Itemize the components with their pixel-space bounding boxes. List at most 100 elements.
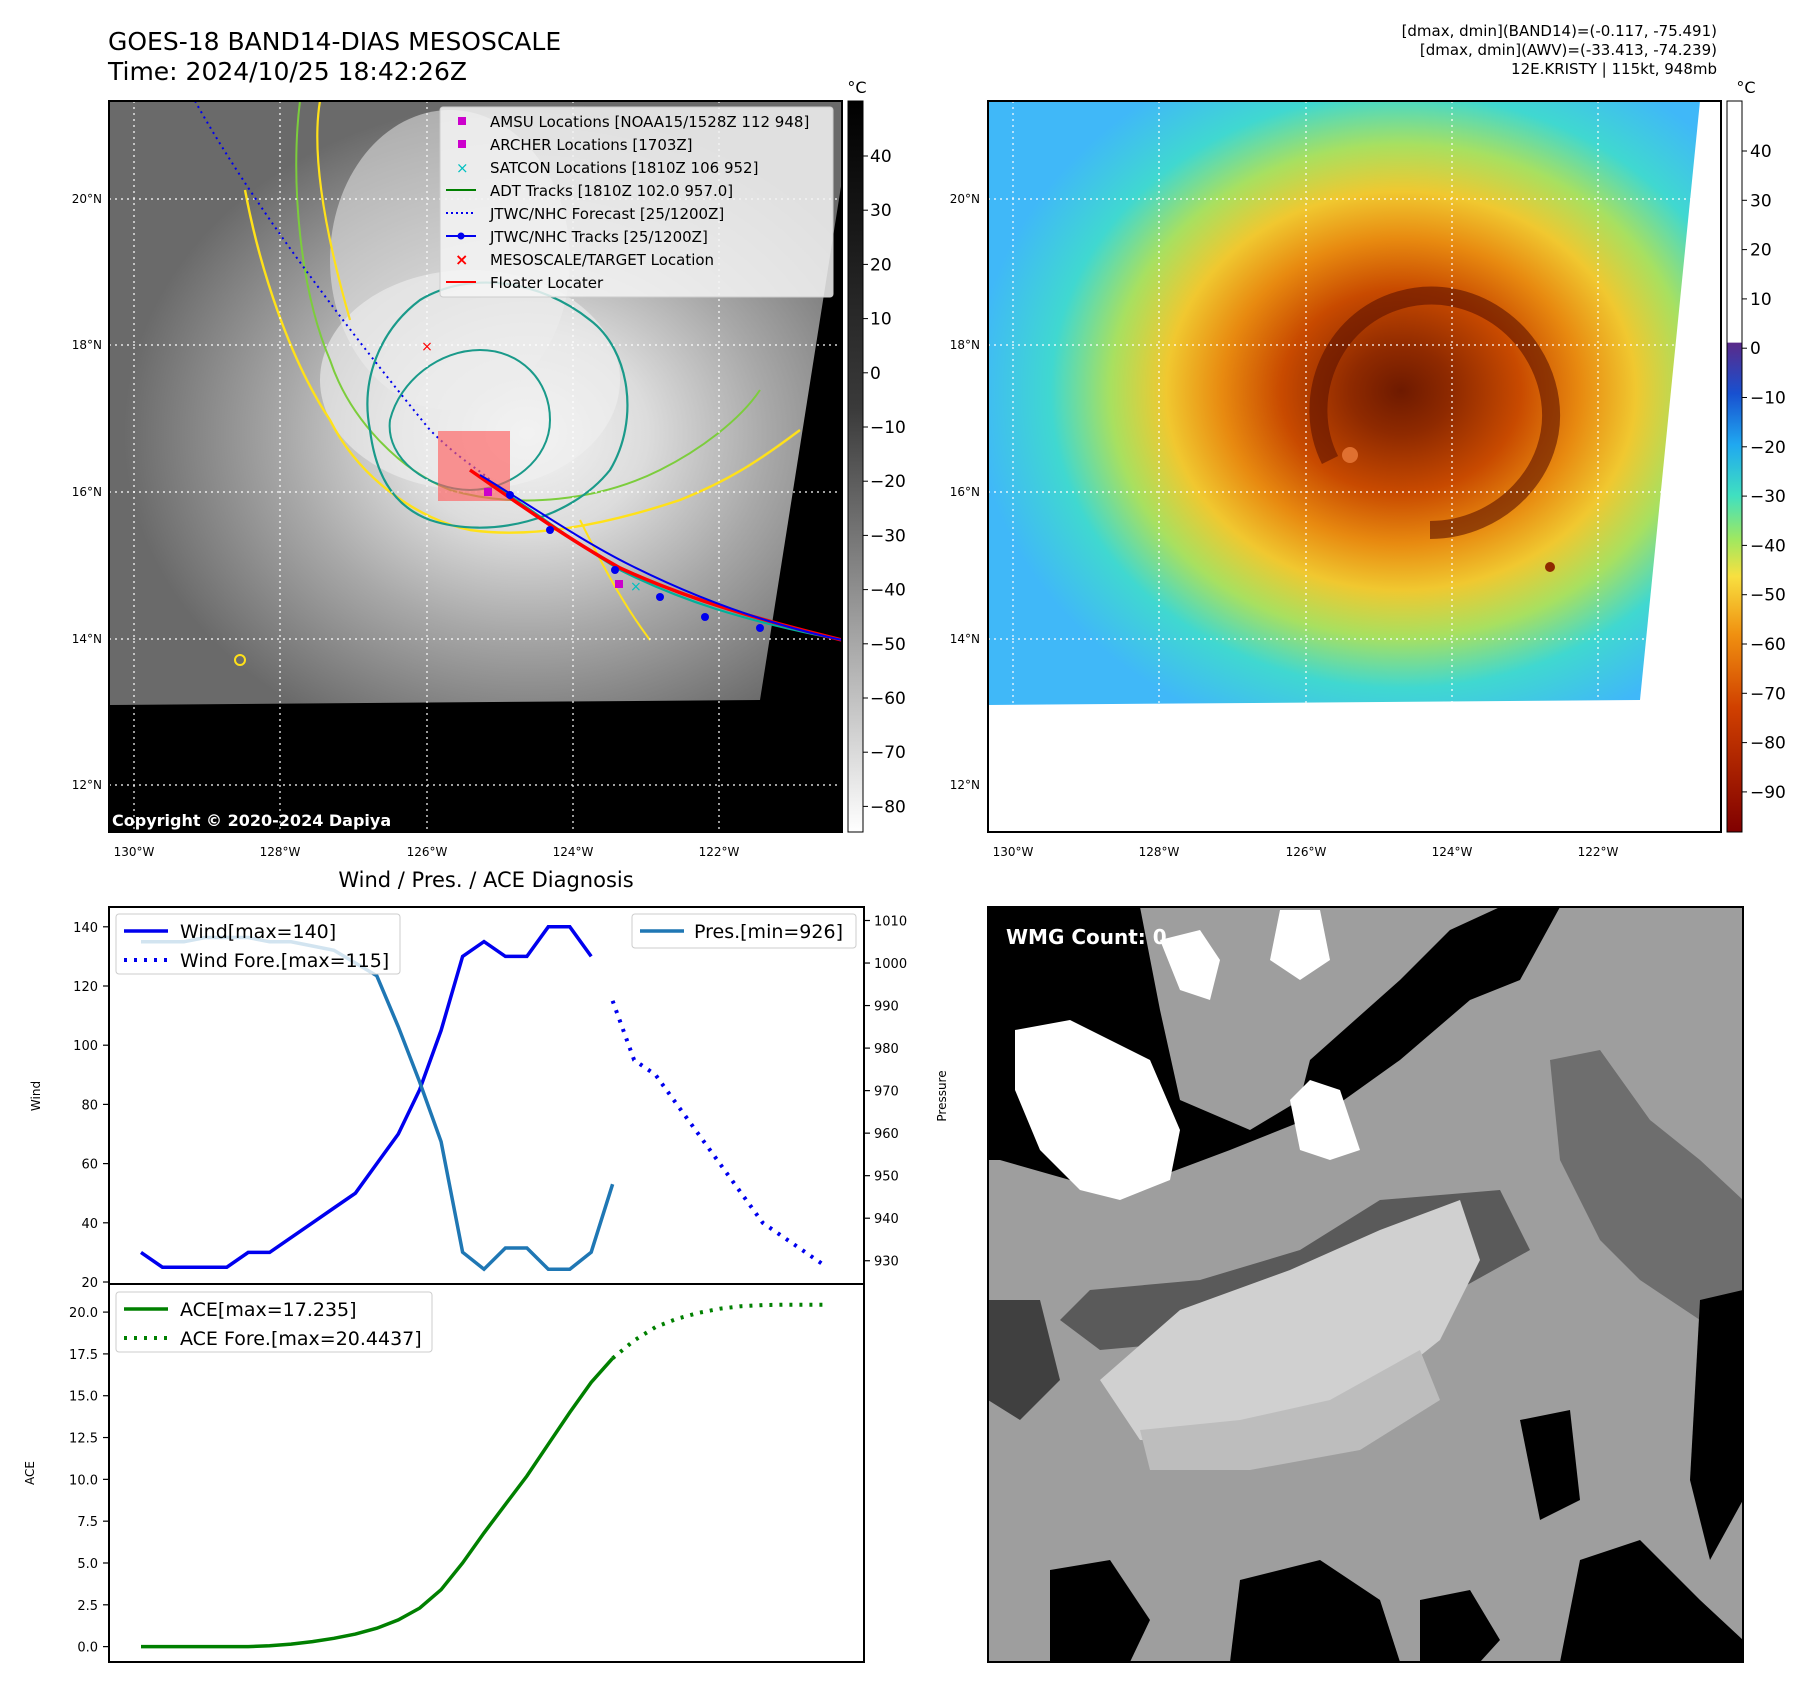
contour-teal	[366, 281, 629, 529]
pressure-tick-label: 970	[874, 1085, 899, 1100]
awv-map	[987, 100, 1722, 833]
info-line-2: [dmax, dmin](AWV)=(-33.413, -74.239)	[1419, 41, 1717, 59]
pressure-tick-label: 1010	[874, 915, 907, 930]
contour-yellow-3	[579, 519, 651, 641]
lat-tick: 16°N	[72, 485, 102, 499]
right-colorbar-ticks: 40 30 20 10 0 −10 −20 −30 −40 −50 −60 −70 −80 −90	[1742, 142, 1786, 803]
lat-tick: 14°N	[950, 632, 980, 646]
left-map-lon-ticks: 130°W 128°W 126°W 124°W 122°W	[114, 845, 740, 859]
left-colorbar: °C 40 30 20 10 0 −10 −20 −30 −40 −50 −60 −70 −80	[847, 78, 906, 833]
legend-amsu-swatch	[458, 117, 466, 125]
legend-archer: ARCHER Locations [1703Z]	[490, 136, 693, 154]
legend-tracks: JTWC/NHC Tracks [25/1200Z]	[489, 228, 708, 246]
meso-target-marker: ×	[421, 339, 433, 355]
left-colorbar-unit: °C	[847, 78, 866, 97]
awv-spiral	[1309, 286, 1561, 539]
ace-line	[141, 1357, 614, 1649]
colorbar-tick-label: −20	[870, 472, 906, 492]
colorbar-tick-label: −10	[870, 418, 906, 438]
legend-satcon-swatch: ×	[456, 159, 469, 177]
legend-tracks-dot	[457, 232, 465, 240]
colorbar-tick-label: 20	[870, 255, 892, 275]
lat-tick: 18°N	[72, 338, 102, 352]
right-colorbar: °C 40 30 20 10 0 −10 −20 −30 −40 −50 −60 −70 −80 −90	[1726, 78, 1786, 833]
nhc-track	[479, 474, 842, 641]
awv-cell	[1545, 562, 1555, 572]
colorbar-tick-label: 20	[1750, 241, 1772, 261]
wmg-panel: WMG Count: 0	[987, 906, 1744, 1663]
wind-pressure-chart: 20 40 60 80 100 120 140 930 940 950 960 970 980 990 1…	[29, 906, 949, 1291]
wind-line	[140, 925, 593, 1269]
colorbar-tick-label: −40	[870, 581, 906, 601]
lon-tick: 130°W	[993, 845, 1034, 859]
colorbar-tick-label: 10	[870, 310, 892, 330]
contour-yellow	[243, 189, 801, 534]
wmg-pixel-blocks	[988, 907, 1743, 1662]
gray-colorbar	[847, 100, 864, 833]
ace-legend-label: ACE[max=17.235]	[180, 1299, 357, 1321]
wmg-frame	[987, 906, 1744, 1663]
contour-yellow-2	[316, 101, 352, 321]
legend-satcon: SATCON Locations [1810Z 106 952]	[490, 159, 758, 177]
ace-tick-label: 10.0	[69, 1473, 98, 1488]
pressure-tick-label: 950	[874, 1170, 899, 1185]
colorbar-tick-label: −50	[870, 635, 906, 655]
ace-tick-label: 20.0	[69, 1306, 98, 1321]
ace-legend-box	[115, 1291, 433, 1353]
legend-meso: MESOSCALE/TARGET Location	[490, 251, 714, 269]
left-colorbar-ticks: 40 30 20 10 0 −10 −20 −30 −40 −50 −60 −70 −80	[863, 147, 906, 817]
wind-y-ticks: 20 40 60 80 100 120 140	[73, 921, 109, 1291]
contour-islet	[234, 654, 246, 666]
ace-tick-label: 2.5	[77, 1599, 98, 1614]
colorbar-tick-label: −20	[1750, 438, 1786, 458]
colorbar-tick-label: 0	[870, 364, 881, 384]
ace-axis-label: ACE	[23, 1461, 37, 1485]
copyright: Copyright © 2020-2024 Dapiya	[112, 811, 391, 830]
wind-tick-label: 100	[73, 1039, 98, 1054]
lon-tick: 124°W	[1432, 845, 1473, 859]
wind-forecast-line	[610, 1000, 829, 1269]
colorbar-tick-label: −30	[1750, 487, 1786, 507]
colorbar-tick-label: −60	[870, 689, 906, 709]
lon-tick: 126°W	[1286, 845, 1327, 859]
ace-tick-label: 12.5	[69, 1432, 98, 1447]
colorbar-tick-label: −40	[1750, 536, 1786, 556]
right-map-lon-ticks: 130°W 128°W 126°W 124°W 122°W	[993, 845, 1619, 859]
lat-tick: 14°N	[72, 632, 102, 646]
pressure-legend-label: Pres.[min=926]	[694, 921, 843, 943]
right-map-frame	[987, 100, 1722, 833]
figure-title: GOES-18 BAND14-DIAS MESOSCALE Time: 2024…	[108, 27, 561, 87]
pressure-legend-box	[631, 913, 857, 949]
colorbar-tick-label: 0	[1750, 339, 1761, 359]
ace-forecast-line	[611, 1302, 827, 1360]
pressure-tick-label: 990	[874, 1000, 899, 1015]
colorbar-tick-label: −80	[870, 797, 906, 817]
lon-tick: 128°W	[1139, 845, 1180, 859]
pressure-tick-label: 930	[874, 1255, 899, 1270]
right-colorbar-unit: °C	[1736, 78, 1755, 97]
pressure-tick-label: 960	[874, 1127, 899, 1142]
ace-chart: 0.0 2.5 5.0 7.5 10.0 12.5 15.0 17.5 20.0 ACE ACE…	[23, 1283, 865, 1663]
ace-tick-label: 0.0	[77, 1641, 98, 1656]
title-line-2: Time: 2024/10/25 18:42:26Z	[108, 57, 467, 86]
wind-tick-label: 60	[81, 1158, 98, 1173]
ace-y-ticks: 0.0 2.5 5.0 7.5 10.0 12.5 15.0 17.5 20.0	[69, 1306, 109, 1656]
ace-tick-label: 17.5	[69, 1348, 98, 1363]
colorbar-tick-label: −50	[1750, 586, 1786, 606]
legend-box	[439, 106, 834, 298]
right-map-grid	[988, 101, 1700, 705]
awv-eye	[1342, 447, 1358, 463]
colorbar-tick-label: 40	[870, 147, 892, 167]
legend-meso-swatch: ×	[455, 250, 468, 269]
pressure-tick-label: 940	[874, 1212, 899, 1227]
ace-tick-label: 5.0	[77, 1557, 98, 1572]
dmax-dmin-info: [dmax, dmin](BAND14)=(-0.117, -75.491) […	[1117, 22, 1717, 79]
ace-fcst-legend-label: ACE Fore.[max=20.4437]	[180, 1328, 422, 1350]
awv-image	[988, 101, 1700, 705]
ace-tick-label: 15.0	[69, 1390, 98, 1405]
wind-legend-label: Wind[max=140]	[180, 921, 336, 943]
legend-amsu: AMSU Locations [NOAA15/1528Z 112 948]	[490, 113, 809, 131]
right-map-lat-ticks: 20°N 18°N 16°N 14°N 12°N	[950, 192, 980, 792]
wind-axis-label: Wind	[29, 1081, 43, 1111]
nhc-track-points	[506, 491, 764, 632]
